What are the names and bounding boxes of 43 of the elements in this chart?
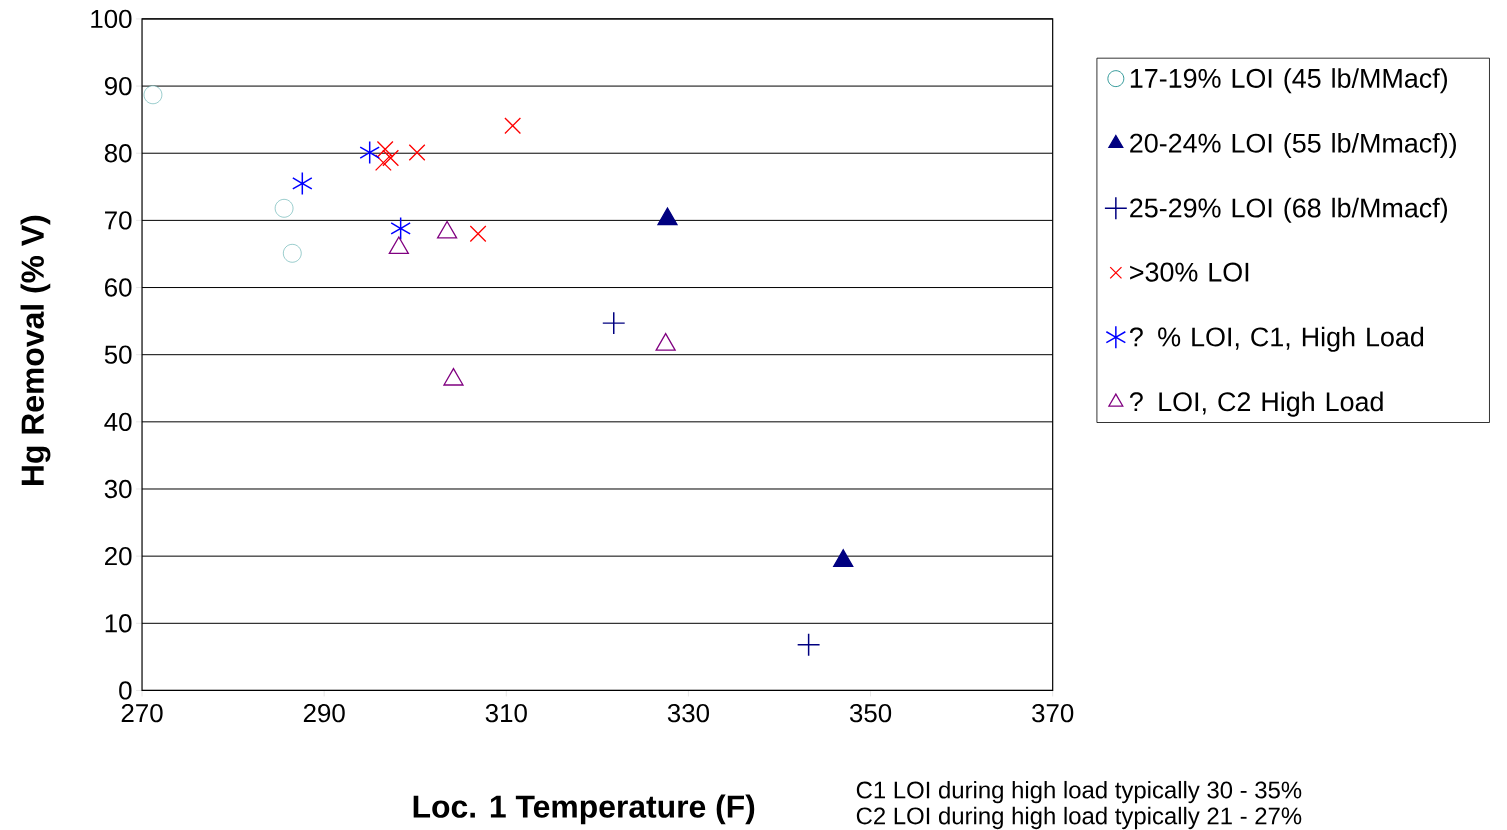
point bbox=[376, 140, 394, 158]
y-tick-label: 90 bbox=[104, 76, 132, 96]
y-tick-label: 100 bbox=[91, 9, 132, 29]
point bbox=[443, 367, 464, 386]
point bbox=[655, 333, 676, 351]
y-tick-label: 80 bbox=[104, 144, 132, 163]
x-tick-label: 270 bbox=[121, 703, 163, 723]
legend-label: ? LOI, C2 High Load bbox=[1129, 391, 1383, 417]
point bbox=[390, 217, 411, 240]
y-tick-label: 50 bbox=[104, 345, 132, 364]
point bbox=[504, 117, 522, 135]
text: C1 LOI during high load typically 30 - 35% bbox=[856, 780, 1302, 804]
x-tick-label: 350 bbox=[849, 703, 892, 723]
point bbox=[274, 199, 294, 218]
x-tick-label: 310 bbox=[485, 703, 527, 723]
point bbox=[374, 154, 392, 172]
legend-label: 20-24% LOI (55 lb/Mmacf)) bbox=[1130, 132, 1456, 159]
y-tick-label: 20 bbox=[105, 547, 132, 566]
point bbox=[292, 172, 313, 195]
legend-label: 25-29% LOI (68 lb/Mmacf) bbox=[1130, 197, 1448, 223]
y-axis-title: Hg Removal (% V) bbox=[20, 215, 51, 485]
x-tick-label: 370 bbox=[1032, 703, 1074, 723]
legend-label: >30% LOI bbox=[1130, 262, 1249, 282]
x-axis-title: Loc. 1 Temperature (F) bbox=[413, 794, 755, 825]
legend-label: ? % LOI, C1, High Load bbox=[1129, 326, 1424, 352]
point bbox=[469, 225, 487, 243]
y-tick-label: 0 bbox=[119, 681, 132, 700]
y-tick-label: 10 bbox=[105, 614, 132, 633]
point bbox=[408, 144, 426, 161]
point bbox=[143, 85, 163, 105]
y-tick-label: 30 bbox=[104, 479, 132, 499]
y-tick-label: 40 bbox=[104, 412, 132, 432]
y-tick-label: 70 bbox=[105, 211, 132, 230]
point bbox=[388, 236, 409, 255]
point bbox=[833, 549, 854, 568]
point bbox=[602, 312, 625, 335]
point bbox=[283, 244, 302, 263]
legend-label: 17-19% LOI (45 lb/MMacf) bbox=[1130, 68, 1448, 94]
x-tick-label: 290 bbox=[303, 703, 345, 723]
y-tick-label: 60 bbox=[105, 278, 132, 297]
text: C2 LOI during high load typically 21 - 27% bbox=[856, 806, 1302, 830]
x-tick-label: 330 bbox=[667, 703, 710, 723]
point bbox=[382, 149, 400, 167]
